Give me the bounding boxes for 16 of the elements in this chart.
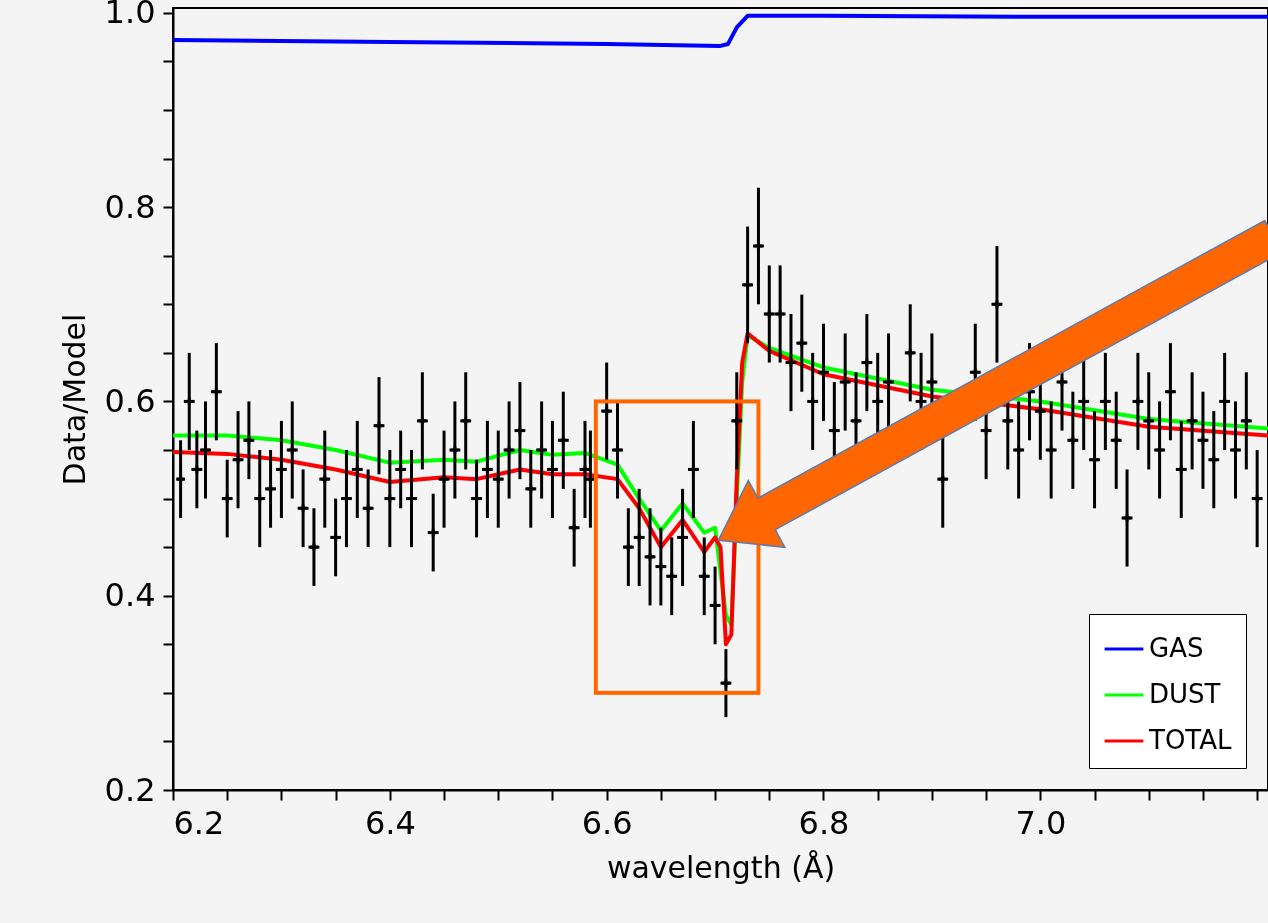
x-tick-label: 6.4 <box>364 803 416 842</box>
y-tick-label: 0.4 <box>104 576 156 615</box>
x-tick-label: 6.6 <box>581 803 633 842</box>
x-tick-label: 7.0 <box>1015 803 1067 842</box>
legend-label: GAS <box>1149 633 1204 663</box>
y-tick-label: 0.2 <box>104 770 156 809</box>
y-tick-label: 0.8 <box>104 187 156 226</box>
line-series <box>171 13 1268 48</box>
x-tick-label: 6.2 <box>173 803 225 842</box>
y-tick-label: 1.0 <box>104 0 156 32</box>
y-axis-title: Data/Model <box>56 313 92 486</box>
legend-label: TOTAL <box>1148 725 1232 755</box>
x-tick-label: 6.8 <box>798 803 850 842</box>
x-axis-title: wavelength (Å) <box>606 849 836 885</box>
legend-label: DUST <box>1149 679 1221 709</box>
y-tick-label: 0.6 <box>104 381 156 420</box>
